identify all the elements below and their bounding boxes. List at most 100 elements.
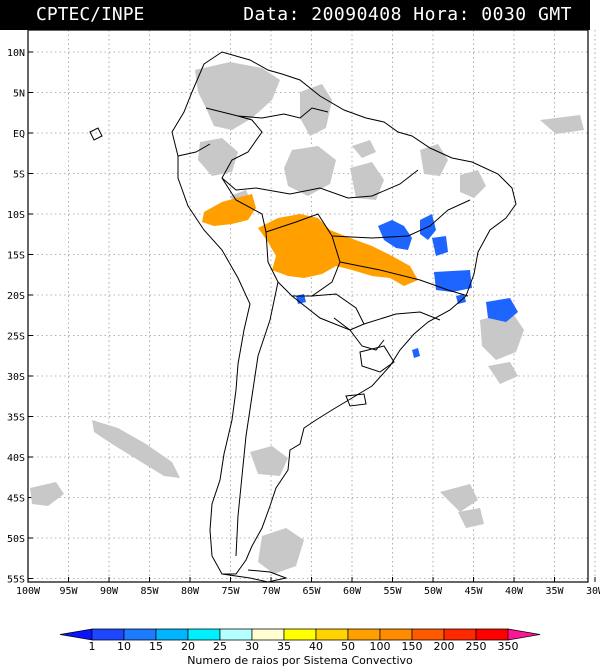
cloud-pacific-south bbox=[92, 420, 180, 478]
lightning-blue-areas bbox=[296, 214, 518, 358]
cloud-ocean-e2 bbox=[488, 362, 518, 384]
colorbar-tick-label: 30 bbox=[245, 640, 259, 653]
colorbar-segment bbox=[379, 628, 413, 641]
cloud-north-colombia bbox=[195, 62, 280, 130]
lon-label: 80W bbox=[181, 586, 200, 597]
border-colombia-brazil bbox=[205, 107, 263, 191]
lat-label: 5N bbox=[13, 89, 25, 100]
cloud-guiana bbox=[300, 84, 332, 136]
colorbar-segment bbox=[443, 628, 477, 641]
colorbar-tick-label: 1 bbox=[89, 640, 96, 653]
colorbar-segment bbox=[283, 628, 317, 641]
source-label: CPTEC/INPE bbox=[36, 4, 145, 25]
border-uruguay bbox=[359, 345, 395, 373]
colorbar-tick-label: 100 bbox=[370, 640, 391, 653]
cloud-atlantic-se bbox=[440, 484, 478, 512]
orange-acre bbox=[202, 194, 256, 226]
blue-small-1 bbox=[456, 294, 466, 304]
colorbar-segment bbox=[315, 628, 349, 641]
border-argentina-north bbox=[291, 295, 385, 351]
cloud-atlantic-se2 bbox=[458, 508, 484, 528]
cloud-atlantic-south bbox=[258, 528, 304, 574]
colorbar-segment bbox=[475, 628, 509, 641]
cloud-scattered-1 bbox=[352, 140, 376, 158]
orange-rondonia-mato-grosso bbox=[258, 214, 418, 286]
cloud-ocean-ne bbox=[540, 115, 584, 134]
colorbar: 1 10 15 20 25 30 35 40 50 100 150 200 250 350 bbox=[59, 628, 541, 653]
cloud-patagonia bbox=[250, 446, 288, 476]
lat-label: 10N bbox=[7, 48, 25, 59]
blue-ocean bbox=[486, 298, 518, 322]
lon-label: 35W bbox=[545, 586, 564, 597]
colorbar-tick-label: 350 bbox=[498, 640, 519, 653]
lat-label: EQ bbox=[13, 129, 25, 140]
colorbar-segment bbox=[507, 628, 541, 641]
colorbar-segment bbox=[347, 628, 381, 641]
cloud-amazon-central bbox=[284, 146, 336, 196]
colorbar-segment bbox=[59, 628, 93, 641]
colorbar-title: Numero de raios por Sistema Convectivo bbox=[187, 654, 413, 667]
lat-label: 50S bbox=[7, 534, 25, 545]
lat-label: 10S bbox=[7, 210, 25, 221]
cloud-ocean-e bbox=[480, 312, 524, 360]
tierra-del-fuego bbox=[221, 569, 288, 583]
border-argentina-chile bbox=[235, 281, 279, 557]
colorbar-segment bbox=[251, 628, 285, 641]
cloud-amazon-east bbox=[350, 162, 384, 200]
border-ecuador bbox=[177, 143, 211, 157]
border-brazil-inner-1 bbox=[255, 169, 419, 199]
colorbar-tick-label: 15 bbox=[149, 640, 163, 653]
lon-label: 65W bbox=[302, 586, 321, 597]
lon-label: 60W bbox=[343, 586, 362, 597]
lon-label: 100W bbox=[16, 586, 41, 597]
latitude-labels: 10N 5N EQ 5S 10S 15S 20S 25S 30S 35S 40S 45S 50S 55S bbox=[7, 48, 25, 586]
lon-label: 30W bbox=[586, 586, 600, 597]
colorbar-segment bbox=[123, 628, 157, 641]
lat-label: 35S bbox=[7, 413, 25, 424]
border-brazil-states-2 bbox=[339, 261, 469, 297]
colorbar-segment bbox=[91, 628, 125, 641]
lat-label: 55S bbox=[7, 575, 25, 586]
colorbar-segment bbox=[219, 628, 253, 641]
lon-label: 55W bbox=[383, 586, 402, 597]
longitude-labels: 100W 95W 90W 85W 80W 75W 70W 65W 60W 55W 50W 45W 40W… bbox=[16, 586, 600, 597]
colorbar-tick-label: 40 bbox=[309, 640, 323, 653]
lon-label: 85W bbox=[140, 586, 159, 597]
datetime-label: Data: 20090408 Hora: 0030 GMT bbox=[243, 4, 572, 25]
lat-label: 40S bbox=[7, 453, 25, 464]
lon-label: 90W bbox=[100, 586, 119, 597]
lon-label: 70W bbox=[262, 586, 281, 597]
colorbar-segment bbox=[187, 628, 221, 641]
lon-label: 45W bbox=[464, 586, 483, 597]
colorbar-tick-label: 150 bbox=[402, 640, 423, 653]
blue-small-2 bbox=[412, 348, 420, 358]
colorbar-tick-label: 35 bbox=[277, 640, 291, 653]
colorbar-tick-label: 25 bbox=[213, 640, 227, 653]
lightning-orange-areas bbox=[202, 194, 418, 286]
colorbar-segment bbox=[411, 628, 445, 641]
lat-label: 20S bbox=[7, 291, 25, 302]
border-brazil-states bbox=[331, 199, 471, 239]
galapagos bbox=[89, 127, 103, 141]
colorbar-tick-label: 10 bbox=[117, 640, 131, 653]
colorbar-tick-label: 50 bbox=[341, 640, 355, 653]
colorbar-segment bbox=[155, 628, 189, 641]
lat-label: 15S bbox=[7, 251, 25, 262]
lightning-map: 10N5NEQ5S10S15S20S25S30S35S40S45S50S55S … bbox=[7, 30, 600, 653]
lat-label: 45S bbox=[7, 494, 25, 505]
falklands bbox=[345, 393, 367, 407]
cloud-northeast bbox=[420, 144, 448, 176]
lon-label: 40W bbox=[505, 586, 524, 597]
lon-label: 75W bbox=[221, 586, 240, 597]
lat-label: 5S bbox=[13, 170, 25, 181]
blue-tocantins-1 bbox=[378, 220, 412, 250]
colorbar-tick-label: 200 bbox=[434, 640, 455, 653]
cloud-northeast-2 bbox=[460, 170, 486, 198]
blue-minas bbox=[434, 270, 472, 292]
colorbar-tick-label: 250 bbox=[466, 640, 487, 653]
blue-bahia-2 bbox=[432, 236, 448, 256]
border-brazil-states-3 bbox=[363, 311, 441, 325]
map-frame bbox=[27, 30, 589, 583]
lat-label: 30S bbox=[7, 372, 25, 383]
lat-label: 25S bbox=[7, 332, 25, 343]
